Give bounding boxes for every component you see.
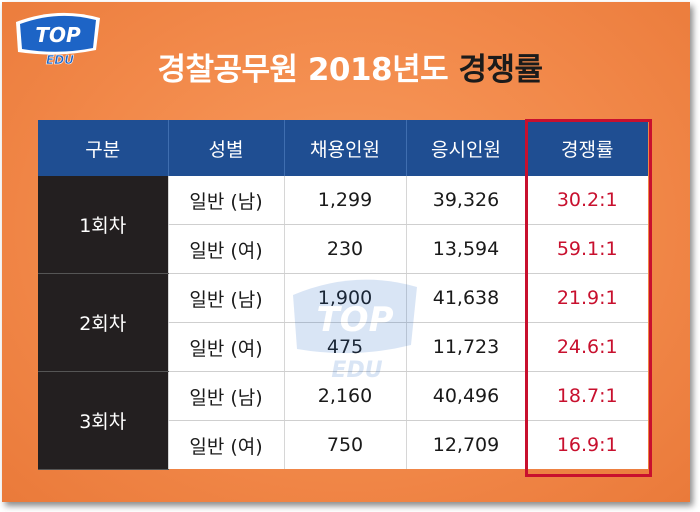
header-applicants: 응시인원 [405, 120, 526, 176]
applicants-cell: 39,326 [405, 176, 526, 225]
header-gender: 성별 [167, 120, 284, 176]
ratio-cell: 30.2:1 [525, 176, 648, 225]
title-main: 경찰공무원 2018년도 [157, 52, 459, 88]
table-row: 3회차 일반 (남) 2,160 40,496 18.7:1 [38, 371, 648, 470]
gender-cell: 일반 (남) [167, 273, 284, 323]
competition-rate-table: 구분 성별 채용인원 응시인원 경쟁률 1회차 일반 (남) 1,299 39,… [38, 120, 648, 470]
table-row: 1회차 일반 (남) 1,299 39,326 30.2:1 [38, 176, 648, 274]
hired-cell: 2,160 [283, 371, 406, 421]
round-cell: 3회차 [38, 371, 168, 470]
applicants-cell: 13,594 [405, 224, 526, 274]
title-highlight: 경쟁률 [458, 52, 543, 88]
applicants-cell: 12,709 [405, 420, 526, 469]
ratio-cell: 18.7:1 [525, 371, 648, 421]
ratio-cell: 24.6:1 [525, 322, 648, 372]
gender-cell: 일반 (남) [167, 176, 284, 225]
logo-sub-text: EDU [46, 53, 74, 67]
hired-cell: 750 [283, 420, 406, 469]
round-cell: 1회차 [38, 176, 168, 274]
header-ratio: 경쟁률 [525, 120, 648, 176]
gender-cell: 일반 (남) [167, 371, 284, 421]
hired-cell: 1,900 [283, 273, 406, 323]
table-row: 일반 (여) 230 13,594 59.1:1 [38, 224, 648, 274]
gender-cell: 일반 (여) [167, 420, 284, 469]
hired-cell: 230 [283, 224, 406, 274]
hired-cell: 475 [283, 322, 406, 372]
table-row: 2회차 일반 (남) 1,900 41,638 21.9:1 [38, 273, 648, 372]
topedu-logo: TOP EDU [16, 12, 100, 67]
header-category: 구분 [38, 120, 168, 176]
logo-top-text: TOP [35, 23, 81, 47]
page-title: 경찰공무원 2018년도 경쟁률 [0, 44, 700, 89]
ratio-cell: 59.1:1 [525, 224, 648, 274]
ratio-cell: 21.9:1 [525, 273, 648, 323]
hired-cell: 1,299 [283, 176, 406, 225]
applicants-cell: 41,638 [405, 273, 526, 323]
applicants-cell: 11,723 [405, 322, 526, 372]
applicants-cell: 40,496 [405, 371, 526, 421]
table-header-row: 구분 성별 채용인원 응시인원 경쟁률 [38, 120, 648, 176]
gender-cell: 일반 (여) [167, 224, 284, 274]
ratio-cell: 16.9:1 [525, 420, 648, 469]
header-hired: 채용인원 [283, 120, 406, 176]
table-row: 일반 (여) 750 12,709 16.9:1 [38, 420, 648, 469]
round-cell: 2회차 [38, 273, 168, 372]
gender-cell: 일반 (여) [167, 322, 284, 372]
